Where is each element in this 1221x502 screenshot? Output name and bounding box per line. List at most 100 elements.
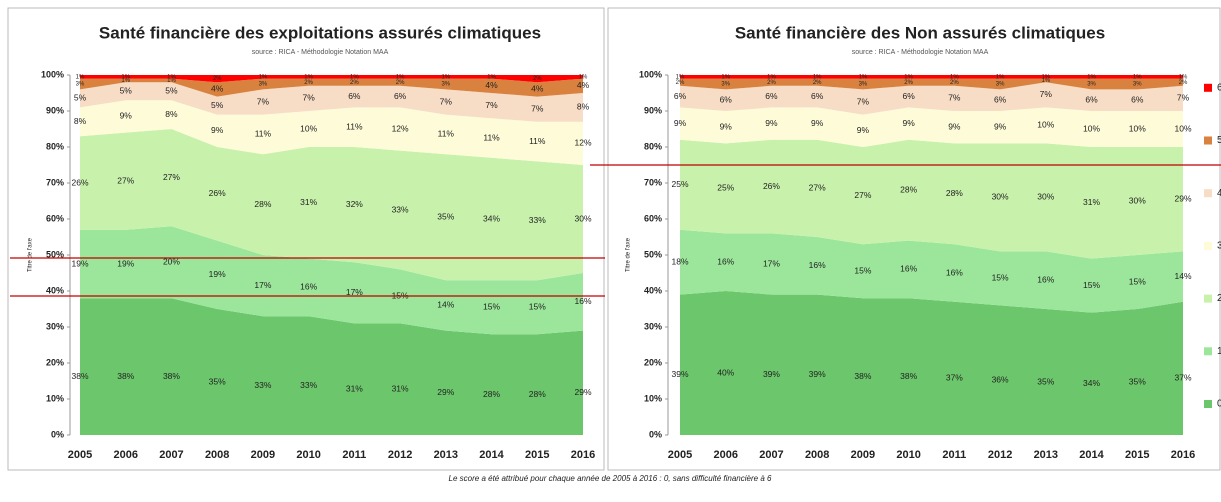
data-label: 39%: [671, 369, 688, 379]
data-label: 31%: [1083, 197, 1100, 207]
data-label: 6%: [902, 91, 915, 101]
data-label: 33%: [392, 204, 409, 214]
data-label: 32%: [346, 199, 363, 209]
area: [80, 298, 583, 435]
data-label: 9%: [120, 111, 133, 121]
legend-swatch: [1204, 83, 1212, 92]
data-label: 26%: [763, 181, 780, 191]
data-label: 5%: [165, 85, 178, 95]
y-tick-label: 10%: [46, 393, 64, 403]
data-label: 2%: [767, 80, 776, 86]
chart-title: Santé financière des Non assurés climati…: [735, 23, 1105, 42]
data-label: 29%: [437, 387, 454, 397]
data-label: 1%: [859, 74, 868, 80]
data-label: 3%: [1133, 82, 1142, 88]
data-label: 28%: [483, 389, 500, 399]
area: [680, 291, 1183, 435]
x-tick-label: 2009: [251, 449, 275, 461]
data-label: 12%: [392, 123, 409, 133]
area: [680, 75, 1183, 79]
data-label: 14%: [1174, 271, 1191, 281]
y-tick-label: 90%: [644, 105, 662, 115]
data-label: 1%: [167, 74, 176, 80]
y-tick-label: 30%: [46, 321, 64, 331]
data-label: 30%: [574, 213, 591, 223]
data-label: 39%: [809, 369, 826, 379]
data-label: 3%: [76, 82, 85, 88]
data-label: 28%: [529, 389, 546, 399]
data-label: 2%: [213, 76, 222, 82]
data-label: 12%: [574, 138, 591, 148]
legend-swatch: [1204, 241, 1212, 250]
legend-label: 1: [1217, 346, 1221, 357]
data-label: 2%: [904, 80, 913, 86]
data-label: 2%: [1179, 80, 1188, 86]
data-label: 29%: [574, 387, 591, 397]
data-label: 9%: [994, 121, 1007, 131]
data-label: 1%: [950, 74, 959, 80]
y-tick-label: 60%: [46, 213, 64, 223]
data-label: 10%: [1174, 123, 1191, 133]
data-label: 16%: [809, 260, 826, 270]
data-label: 2%: [813, 80, 822, 86]
chart-subtitle: source : RICA - Méthodologie Notation MA…: [252, 49, 389, 56]
data-label: 1%: [676, 74, 685, 80]
x-tick-label: 2016: [571, 449, 595, 461]
data-label: 8%: [165, 109, 178, 119]
data-label: 38%: [71, 371, 88, 381]
data-label: 6%: [1085, 94, 1098, 104]
y-tick-label: 0%: [649, 429, 662, 439]
data-label: 30%: [1129, 195, 1146, 205]
area: [80, 75, 583, 83]
y-tick-label: 100%: [639, 69, 662, 79]
data-label: 27%: [117, 175, 134, 185]
data-label: 39%: [763, 369, 780, 379]
area: [80, 100, 583, 165]
data-label: 6%: [720, 94, 733, 104]
data-label: 10%: [1129, 123, 1146, 133]
data-label: 4%: [211, 84, 224, 94]
x-tick-label: 2012: [388, 449, 412, 461]
data-label: 30%: [1037, 192, 1054, 202]
y-tick-label: 80%: [644, 141, 662, 151]
data-label: 1%: [996, 74, 1005, 80]
data-label: 9%: [765, 118, 778, 128]
legend-swatch: [1204, 136, 1212, 145]
data-label: 2%: [533, 76, 542, 82]
data-label: 1%: [1179, 74, 1188, 80]
area: [680, 229, 1183, 313]
chart-subtitle: source : RICA - Méthodologie Notation MA…: [852, 49, 989, 56]
x-tick-label: 2007: [759, 449, 783, 461]
x-tick-label: 2005: [668, 449, 692, 461]
x-tick-label: 2010: [296, 449, 320, 461]
y-tick-label: 100%: [41, 69, 64, 79]
y-tick-label: 40%: [644, 285, 662, 295]
y-tick-label: 70%: [644, 177, 662, 187]
data-label: 30%: [992, 192, 1009, 202]
data-label: 25%: [717, 183, 734, 193]
x-tick-label: 2014: [1079, 449, 1104, 461]
data-label: 7%: [440, 96, 453, 106]
legend-label: 3: [1217, 241, 1221, 252]
data-label: 31%: [300, 197, 317, 207]
legend-swatch: [1204, 189, 1212, 198]
data-label: 1%: [350, 74, 359, 80]
data-label: 9%: [211, 125, 224, 135]
data-label: 1%: [1041, 78, 1050, 84]
legend-swatch: [1204, 347, 1212, 356]
data-label: 10%: [1083, 123, 1100, 133]
data-label: 1%: [121, 74, 130, 80]
data-label: 6%: [394, 91, 407, 101]
data-label: 7%: [1040, 89, 1053, 99]
data-label: 8%: [74, 116, 87, 126]
x-tick-label: 2008: [805, 449, 829, 461]
data-label: 1%: [1087, 74, 1096, 80]
y-tick-label: 10%: [644, 393, 662, 403]
area: [80, 226, 583, 335]
data-label: 36%: [992, 374, 1009, 384]
data-label: 10%: [1037, 120, 1054, 130]
data-label: 5%: [74, 93, 87, 103]
data-label: 1%: [1041, 74, 1050, 80]
x-tick-label: 2012: [988, 449, 1012, 461]
data-label: 2%: [676, 80, 685, 86]
